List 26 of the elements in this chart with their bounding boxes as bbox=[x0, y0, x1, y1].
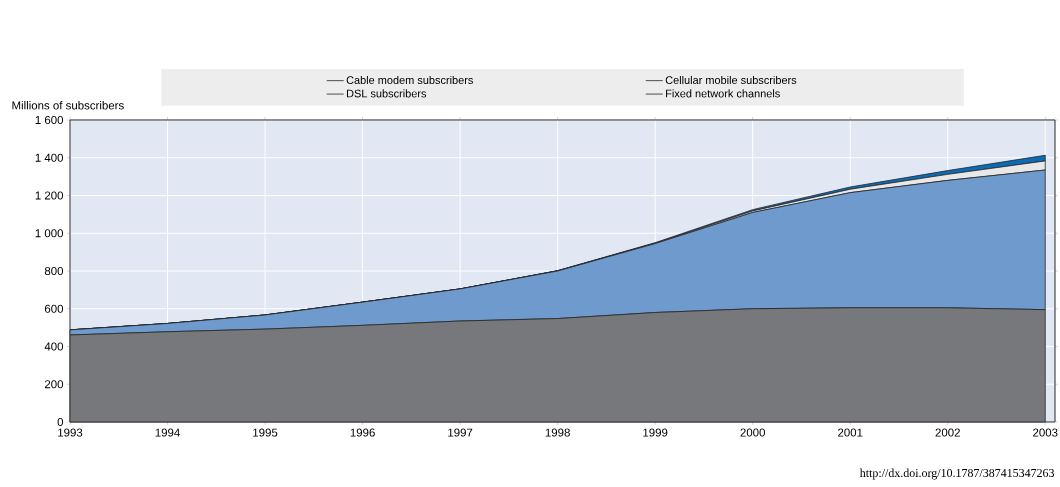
x-tick-label: 1996 bbox=[350, 428, 375, 437]
y-tick-label: 200 bbox=[44, 380, 64, 389]
y-tick-label: 1 400 bbox=[35, 153, 64, 162]
x-tick-label: 1997 bbox=[448, 428, 473, 437]
x-tick-label: 2003 bbox=[1033, 428, 1058, 437]
y-tick-label: 600 bbox=[44, 304, 64, 313]
x-tick-label: 1999 bbox=[643, 428, 668, 437]
legend-label: Cellular mobile subscribers bbox=[665, 75, 797, 84]
legend-label: Fixed network channels bbox=[666, 89, 780, 98]
y-tick-label: 1 000 bbox=[35, 229, 64, 238]
x-tick-label: 2001 bbox=[838, 428, 863, 437]
x-tick-label: 1993 bbox=[58, 428, 83, 437]
x-tick-label: 1995 bbox=[253, 428, 278, 437]
y-tick-label: 800 bbox=[44, 266, 64, 276]
x-tick-label: 1994 bbox=[155, 428, 180, 437]
legend-label: Cable modem subscribers bbox=[346, 75, 473, 84]
legend-label: DSL subscribers bbox=[347, 89, 427, 98]
x-tick-label: 2002 bbox=[935, 428, 960, 437]
y-tick-label: 0 bbox=[57, 417, 64, 427]
text: http://dx.doi.org/10.1787/387415347263 bbox=[859, 468, 1055, 480]
y-tick-label: 400 bbox=[44, 342, 64, 351]
y-tick-label: 1 200 bbox=[35, 191, 64, 200]
y-axis-title: Millions of subscribers bbox=[12, 101, 124, 110]
x-tick-label: 1998 bbox=[545, 428, 570, 437]
x-tick-label: 2000 bbox=[740, 428, 765, 437]
y-tick-label: 1 600 bbox=[35, 115, 64, 125]
